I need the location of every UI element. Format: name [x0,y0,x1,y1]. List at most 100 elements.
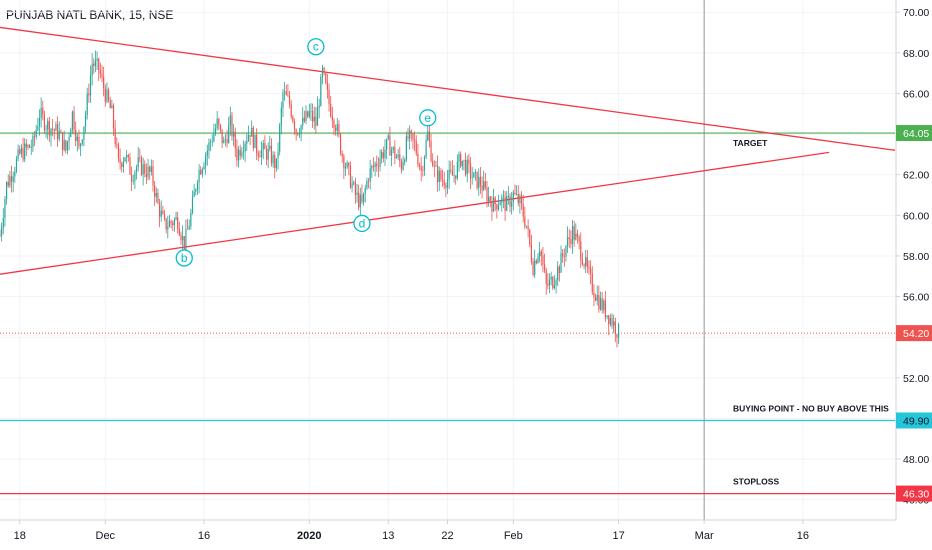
trendlines-layer [0,26,896,275]
time-axis[interactable]: 18 Dec 16 2020 13 22 Feb 17 Mar 16 [0,519,932,550]
candle-body [613,321,615,326]
candle-body [381,152,383,159]
candle-body [321,67,324,77]
candle-body [596,295,598,301]
candle-body [598,295,600,310]
candle-body [257,153,259,157]
candle-body [7,181,9,186]
candle-body [249,134,251,137]
time-tick-label: 16 [198,530,210,542]
candle-body [557,266,559,281]
candle-body [618,324,620,338]
candle-body [144,164,146,174]
wave-label-circle [307,38,325,56]
candle-body [399,154,401,162]
candle-body [570,239,572,244]
candle-body [585,257,587,267]
candle-body [129,157,131,175]
candle-body [288,95,291,105]
price-level-badge-label: 64.05 [903,128,929,140]
wave-label-circle [353,214,371,233]
candle-body [244,143,246,152]
candle-body [603,300,605,311]
level-annotation: TARGET [733,138,768,148]
candle-body [75,130,77,142]
candle-body [116,144,118,145]
candle-body [101,74,103,77]
candle-body [382,152,384,158]
candle-body [323,67,325,74]
candle-body [547,283,549,286]
wave-label: e [424,111,431,125]
candle-body [409,130,411,139]
candle-body [364,188,366,193]
candle-body [390,149,393,156]
candle-body [119,158,121,164]
candle-body [413,139,416,141]
candle-body [279,125,281,152]
price-level-badge-label: 46.30 [903,489,929,501]
candle-body [427,131,429,141]
candle-body [201,169,203,175]
candle-body [310,111,312,112]
candle-body [458,154,460,162]
candle-body [392,147,394,150]
candle-body [63,140,65,150]
candle-body [461,160,463,167]
candle-body [576,233,579,237]
candle-body [81,139,83,144]
candle-body [446,179,449,188]
candle-body [563,256,565,257]
candle-body [519,195,521,204]
candle-body [191,196,194,213]
candle-body [157,193,159,204]
candle-body [150,166,152,172]
candle-body [37,126,39,130]
candle-body [330,104,332,117]
candle-body [441,179,444,181]
candle-body [287,95,289,96]
candle-body [358,192,360,208]
candle-body [19,149,21,154]
candle-body [127,155,129,158]
candle-body [219,124,222,130]
candle-body [522,203,524,217]
candle-body [351,183,353,188]
candle-body [601,298,603,311]
candle-body [10,176,13,182]
candle-body [29,145,31,148]
time-tick-label: 2020 [297,530,321,542]
candle-body [428,131,431,141]
candle-body [389,135,391,156]
candle-body [280,107,282,126]
candle-body [417,153,419,165]
candles-layer [0,50,620,348]
candle-body [112,105,115,129]
time-tick-label: Feb [504,530,523,542]
candle-body [448,169,450,180]
candle-body [262,143,264,150]
candle-body [282,92,284,108]
candle-body [178,228,180,236]
candle-body [562,253,564,257]
candle-body [507,196,509,197]
candle-body [195,189,197,192]
candle-body [198,170,200,183]
candle-body [131,174,133,182]
candle-body [158,203,161,217]
price-level-badge [896,125,932,142]
candle-body [356,192,358,195]
candle-body [162,210,164,214]
price-axis[interactable]: 46.0048.0050.0052.0054.0056.0058.0060.00… [895,0,932,520]
candle-body [543,264,546,271]
candle-body [593,292,595,298]
candle-body [89,75,92,96]
candle-body [242,151,245,153]
candle-body [346,162,348,168]
wave-label-circle [419,109,437,127]
candle-body [497,205,500,210]
candle-body [193,191,195,197]
candle-body [17,149,19,159]
candle-body [506,196,508,211]
